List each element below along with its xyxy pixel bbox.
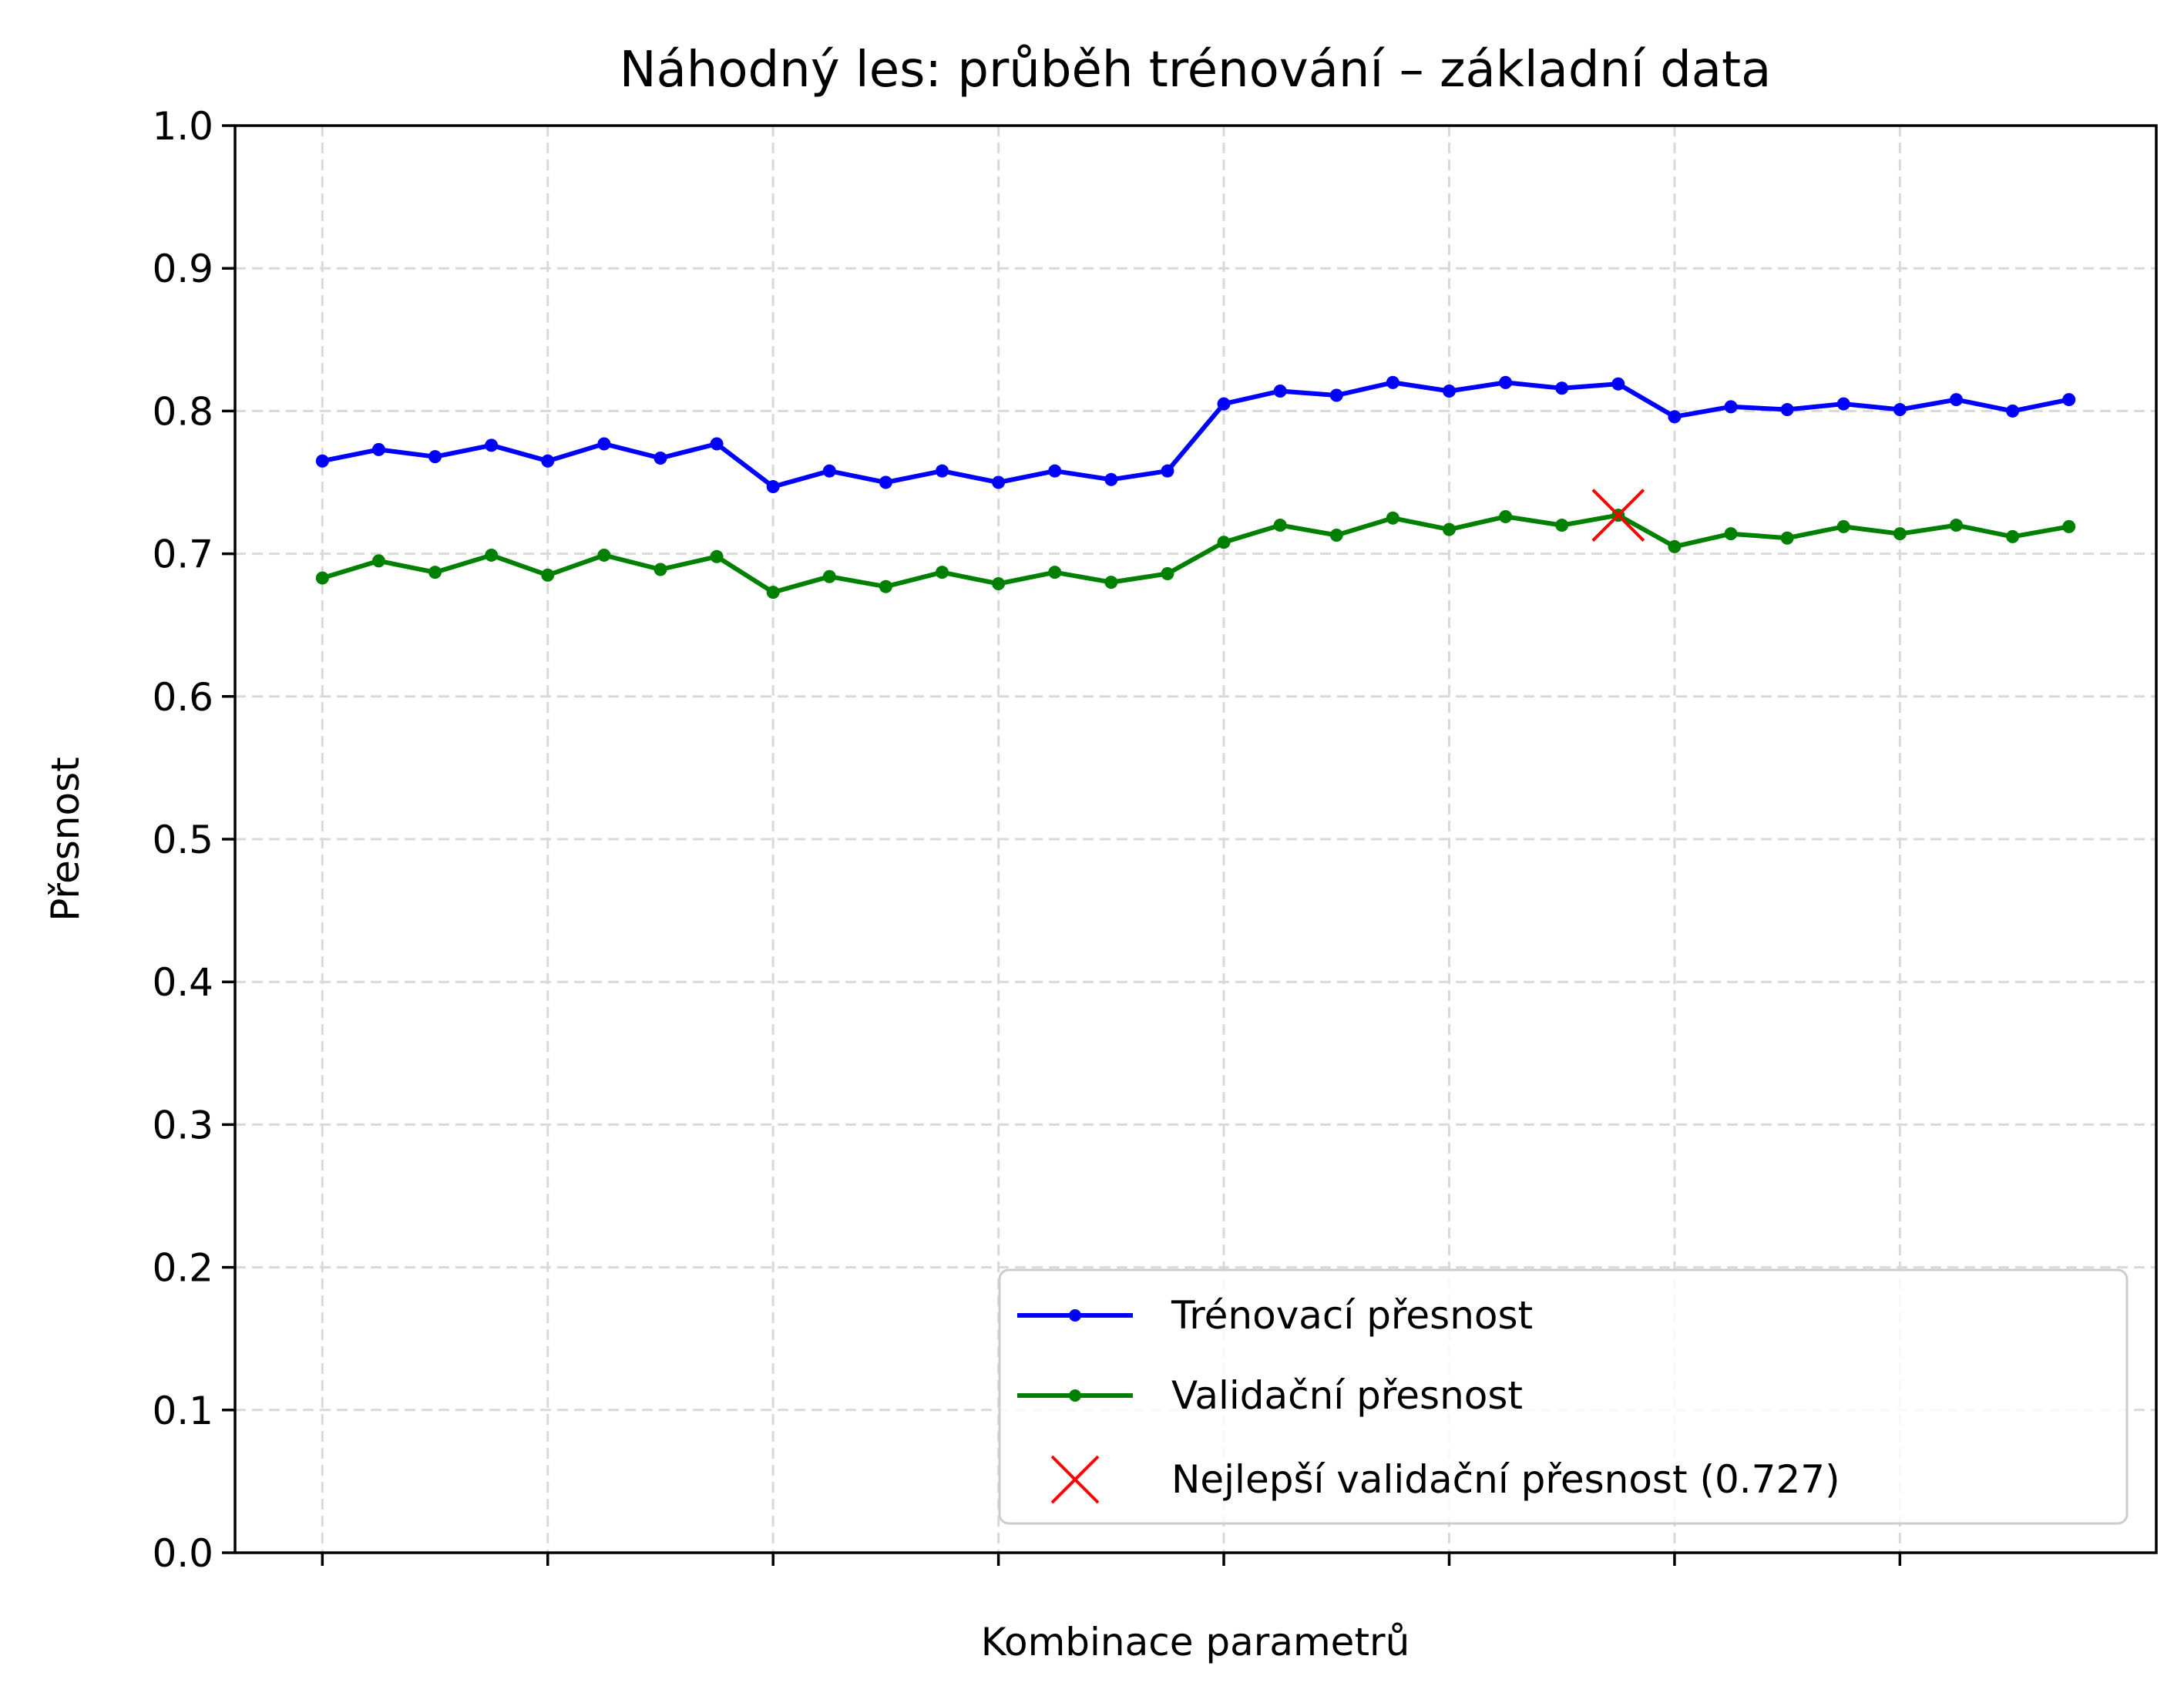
data-point-1 — [1329, 529, 1343, 542]
data-point-0 — [1273, 384, 1287, 398]
y-tick-label: 0.2 — [152, 1246, 213, 1291]
data-point-0 — [1442, 384, 1456, 398]
data-point-0 — [597, 437, 611, 451]
data-point-1 — [1724, 527, 1738, 541]
data-point-0 — [1611, 377, 1625, 391]
grid — [235, 126, 2156, 1553]
data-point-0 — [1217, 397, 1231, 411]
data-point-1 — [822, 569, 836, 583]
data-point-1 — [936, 566, 949, 579]
data-point-0 — [428, 450, 442, 464]
data-point-1 — [2062, 519, 2076, 533]
data-point-0 — [1893, 403, 1907, 417]
data-point-0 — [1836, 397, 1850, 411]
data-point-1 — [485, 548, 499, 562]
data-point-0 — [1104, 472, 1118, 486]
series-line-0 — [321, 380, 2070, 489]
data-point-0 — [822, 464, 836, 478]
legend-marker-best — [1050, 1455, 1100, 1504]
data-point-1 — [1386, 511, 1399, 525]
axis-ticks: 0.0 0.1 0.2 0.3 0.4 0.5 0.6 0.7 0.8 0.9 1.0 — [152, 104, 1902, 1576]
data-point-0 — [654, 452, 667, 465]
y-tick-label: 0.5 — [152, 818, 213, 862]
data-point-0 — [766, 480, 780, 494]
data-point-0 — [1949, 393, 1963, 407]
data-point-1 — [992, 576, 1006, 590]
data-point-0 — [371, 442, 385, 456]
data-point-1 — [597, 548, 611, 562]
legend-label-best: Nejlepší validační přesnost (0.727) — [1171, 1457, 1840, 1502]
chart-title: Náhodný les: průběh trénování – základní… — [620, 42, 1772, 99]
x-axis-label: Kombinace parametrů — [981, 1620, 1410, 1664]
y-tick-label: 0.3 — [152, 1103, 213, 1147]
data-point-1 — [766, 586, 780, 600]
legend-marker-train — [1069, 1309, 1081, 1322]
y-tick-label: 0.1 — [152, 1389, 213, 1433]
data-point-1 — [1668, 539, 1682, 553]
data-point-0 — [2062, 393, 2076, 407]
data-point-1 — [1836, 519, 1850, 533]
data-point-1 — [1499, 509, 1513, 523]
data-point-0 — [1161, 464, 1174, 478]
data-point-0 — [541, 454, 555, 468]
legend-marker-val — [1069, 1389, 1081, 1402]
data-point-1 — [541, 568, 555, 582]
y-tick-label: 1.0 — [152, 104, 213, 149]
y-tick-label: 0.6 — [152, 675, 213, 720]
data-point-0 — [315, 454, 329, 468]
y-tick-label: 0.7 — [152, 532, 213, 577]
data-point-0 — [1668, 410, 1682, 424]
data-point-1 — [1442, 522, 1456, 536]
plot-series — [315, 375, 2076, 600]
data-point-0 — [710, 437, 724, 451]
data-point-0 — [1386, 375, 1399, 389]
legend: Trénovací přesnost Validační přesnost Ne… — [998, 1268, 2129, 1525]
data-point-0 — [2006, 404, 2020, 418]
annotations — [1591, 489, 1645, 542]
data-point-1 — [1217, 536, 1231, 549]
data-point-0 — [1048, 464, 1062, 478]
data-point-1 — [371, 554, 385, 568]
data-point-0 — [1499, 375, 1513, 389]
legend-box — [998, 1268, 2129, 1525]
data-point-1 — [1161, 567, 1174, 581]
data-point-1 — [2006, 529, 2020, 543]
data-point-1 — [654, 563, 667, 576]
data-point-0 — [485, 438, 499, 452]
y-axis-label: Přesnost — [43, 757, 88, 921]
data-point-0 — [1724, 400, 1738, 414]
data-point-1 — [1555, 519, 1569, 532]
series-line-1 — [321, 512, 2070, 595]
data-point-1 — [879, 579, 892, 593]
data-point-0 — [1555, 381, 1569, 395]
data-point-1 — [428, 566, 442, 579]
data-point-1 — [1893, 527, 1907, 541]
data-point-0 — [936, 464, 949, 478]
data-point-1 — [315, 571, 329, 585]
data-point-1 — [1949, 519, 1963, 532]
data-point-0 — [879, 475, 892, 489]
y-tick-label: 0.9 — [152, 247, 213, 291]
legend-label-train: Trénovací přesnost — [1171, 1293, 1533, 1338]
data-point-0 — [1780, 403, 1794, 417]
data-point-1 — [710, 549, 724, 563]
y-tick-label: 0.0 — [152, 1531, 213, 1576]
data-point-1 — [1048, 566, 1062, 579]
data-point-1 — [1104, 576, 1118, 590]
data-point-1 — [1780, 531, 1794, 545]
data-point-0 — [1329, 388, 1343, 402]
y-tick-label: 0.8 — [152, 389, 213, 434]
legend-label-val: Validační přesnost — [1171, 1373, 1523, 1418]
data-point-0 — [992, 475, 1006, 489]
best-point-marker — [1591, 489, 1645, 542]
data-point-1 — [1273, 519, 1287, 532]
y-tick-label: 0.4 — [152, 960, 213, 1005]
